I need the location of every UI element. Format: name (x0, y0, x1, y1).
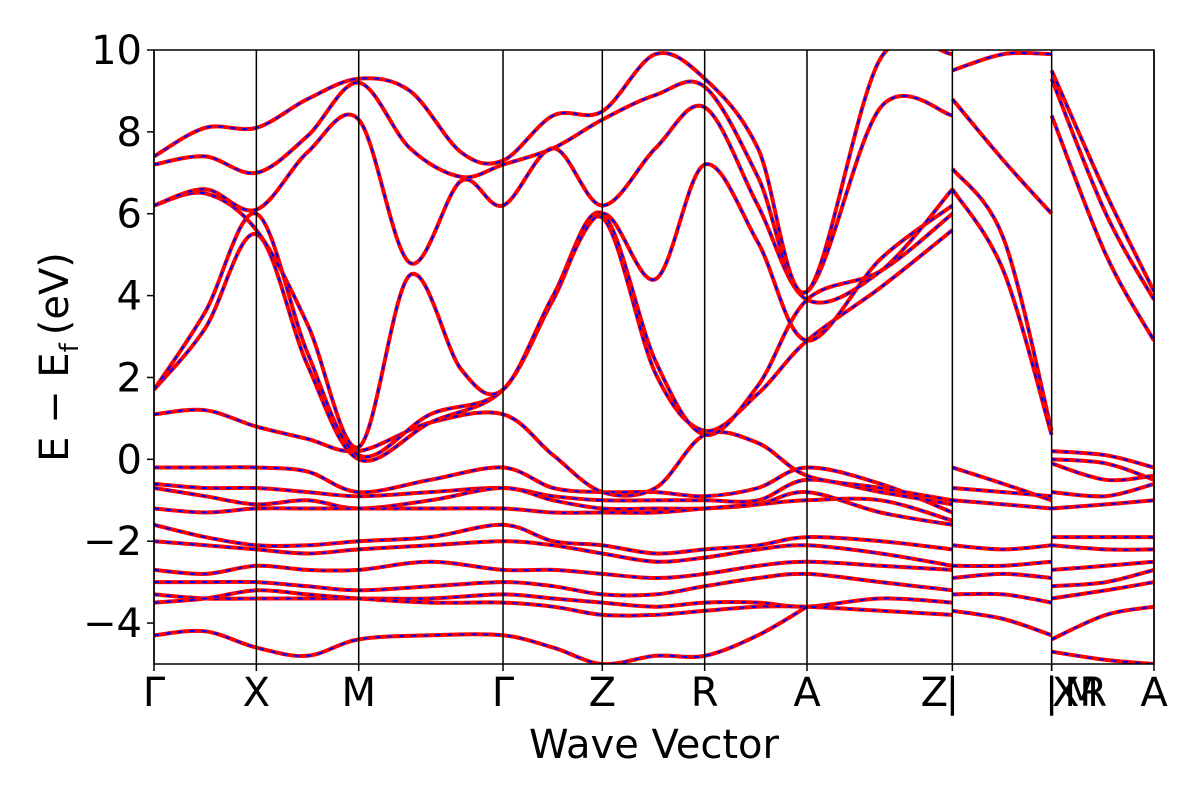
y-axis-label-main: E − E (32, 352, 78, 462)
band-line-overlay-6 (154, 560, 953, 580)
band-line-overlay-24 (952, 499, 1052, 510)
band-line-overlay-44 (1051, 650, 1154, 664)
band-line-overlay-11 (154, 408, 953, 502)
band-line-overlay-22 (952, 466, 1052, 502)
band-line-overlay-15 (154, 104, 954, 304)
band-lines (154, 50, 1154, 664)
x-tick-label-9: XR (1052, 670, 1107, 716)
x-tick-label-8: | (946, 670, 959, 716)
y-tick-label-5: 0 (117, 437, 142, 483)
x-axis-ticks: Γ X M Γ Z R A Z| XR| M A (143, 664, 1168, 716)
y-axis-label-unit: (eV) (32, 252, 78, 335)
band-line-overlay-18 (952, 51, 1052, 72)
band-line-overlay-7 (154, 572, 953, 597)
band-line-overlay-5 (154, 540, 953, 567)
band-line-overlay-39 (1051, 544, 1154, 551)
band-line-overlay-43 (1051, 605, 1154, 641)
band-line-overlay-3 (154, 497, 953, 522)
band-line-overlay-8 (154, 593, 953, 608)
band-line-overlay-14 (154, 163, 953, 449)
x-tick-label-4: Z (589, 670, 616, 716)
y-tick-label-4: 2 (117, 355, 142, 401)
x-tick-label-5: R (691, 670, 719, 716)
band-line-overlay-42 (1051, 581, 1154, 600)
x-axis-label: Wave Vector (529, 722, 780, 768)
x-tick-label-6: A (793, 670, 821, 716)
band-line-overlay-41 (1051, 568, 1154, 588)
band-line-overlay-35 (1051, 462, 1154, 482)
x-tick-label-0: Γ (143, 670, 166, 716)
x-tick-label-3: Γ (492, 670, 515, 716)
x-tick-label-7: Z (921, 670, 948, 716)
y-tick-label-2: 6 (117, 192, 142, 238)
y-axis-label: E − Ef (eV) (32, 252, 85, 462)
y-tick-label-6: −2 (83, 519, 142, 565)
band-line-overlay-19 (951, 98, 1053, 215)
plot-frame (153, 49, 1155, 665)
band-line-overlay-34 (1051, 458, 1154, 481)
band-line-overlay-32 (1050, 115, 1154, 342)
band-line-overlay-4 (154, 523, 953, 555)
band-line-overlay-9 (154, 589, 953, 617)
band-line-overlay-30 (1050, 70, 1154, 292)
band-line-overlay-29 (952, 609, 1052, 637)
band-line-20 (950, 167, 1054, 432)
band-line-overlay-25 (952, 544, 1052, 551)
band-line-overlay-26 (952, 560, 1052, 568)
band-line-overlay-13 (154, 211, 954, 458)
band-line-overlay-12 (154, 215, 954, 462)
band-line-overlay-23 (952, 487, 1052, 498)
x-tick-label-2: M (341, 670, 376, 716)
band-line-overlay-37 (1051, 499, 1154, 510)
y-tick-label-7: −4 (83, 601, 142, 647)
y-tick-label-3: 4 (117, 274, 142, 320)
y-axis-ticks: 10 8 6 4 2 0 −2 −4 (83, 28, 154, 647)
band-line-overlay-17 (154, 50, 953, 294)
x-tick-label-12: A (1140, 670, 1168, 716)
x-tick-label-11: M (1064, 670, 1099, 716)
band-line-overlay-2 (154, 486, 953, 526)
band-line-overlay-36 (1051, 482, 1154, 498)
y-tick-label-0: 10 (91, 28, 142, 74)
band-line-overlay-40 (1051, 560, 1154, 571)
x-tick-label-1: X (243, 670, 270, 716)
x-tick-label-10: | (1045, 670, 1058, 716)
band-line-overlay-28 (952, 592, 1052, 604)
y-axis-label-subscript: f (55, 342, 85, 352)
band-line-overlay-0 (154, 466, 953, 514)
y-tick-label-1: 8 (117, 110, 142, 156)
band-line-overlay-21 (951, 188, 1053, 436)
band-line-overlay-31 (1050, 78, 1154, 301)
band-line-overlay-27 (952, 572, 1052, 579)
band-line-overlay-1 (154, 478, 953, 506)
band-line-overlay-33 (1051, 450, 1154, 469)
